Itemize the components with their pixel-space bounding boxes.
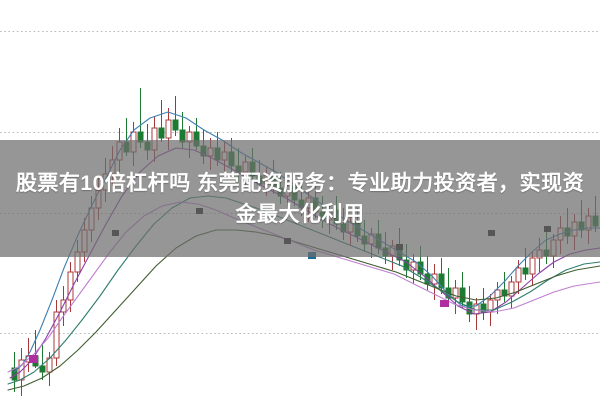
title-overlay-band: 股票有10倍杠杆吗 东莞配资服务：专业助力投资者，实现资金最大化利用 <box>0 140 600 257</box>
candle-body <box>529 257 536 275</box>
candle-body <box>172 119 179 131</box>
candle-body <box>522 267 529 275</box>
candle-body <box>53 311 60 359</box>
candle-body <box>494 289 501 301</box>
candle-body <box>480 303 487 313</box>
candle-body <box>508 281 515 297</box>
marker-magenta-block <box>29 355 38 363</box>
candle-body <box>459 287 466 303</box>
candle-body <box>515 267 522 283</box>
candle-body <box>438 273 445 289</box>
candle-body <box>452 287 459 299</box>
candle-body <box>165 119 172 139</box>
marker-magenta-block <box>440 300 449 307</box>
candle-body <box>67 271 74 301</box>
candle-body <box>158 127 165 139</box>
page-title: 股票有10倍杠杆吗 东莞配资服务：专业助力投资者，实现资金最大化利用 <box>15 171 585 226</box>
candle-body <box>39 365 46 373</box>
